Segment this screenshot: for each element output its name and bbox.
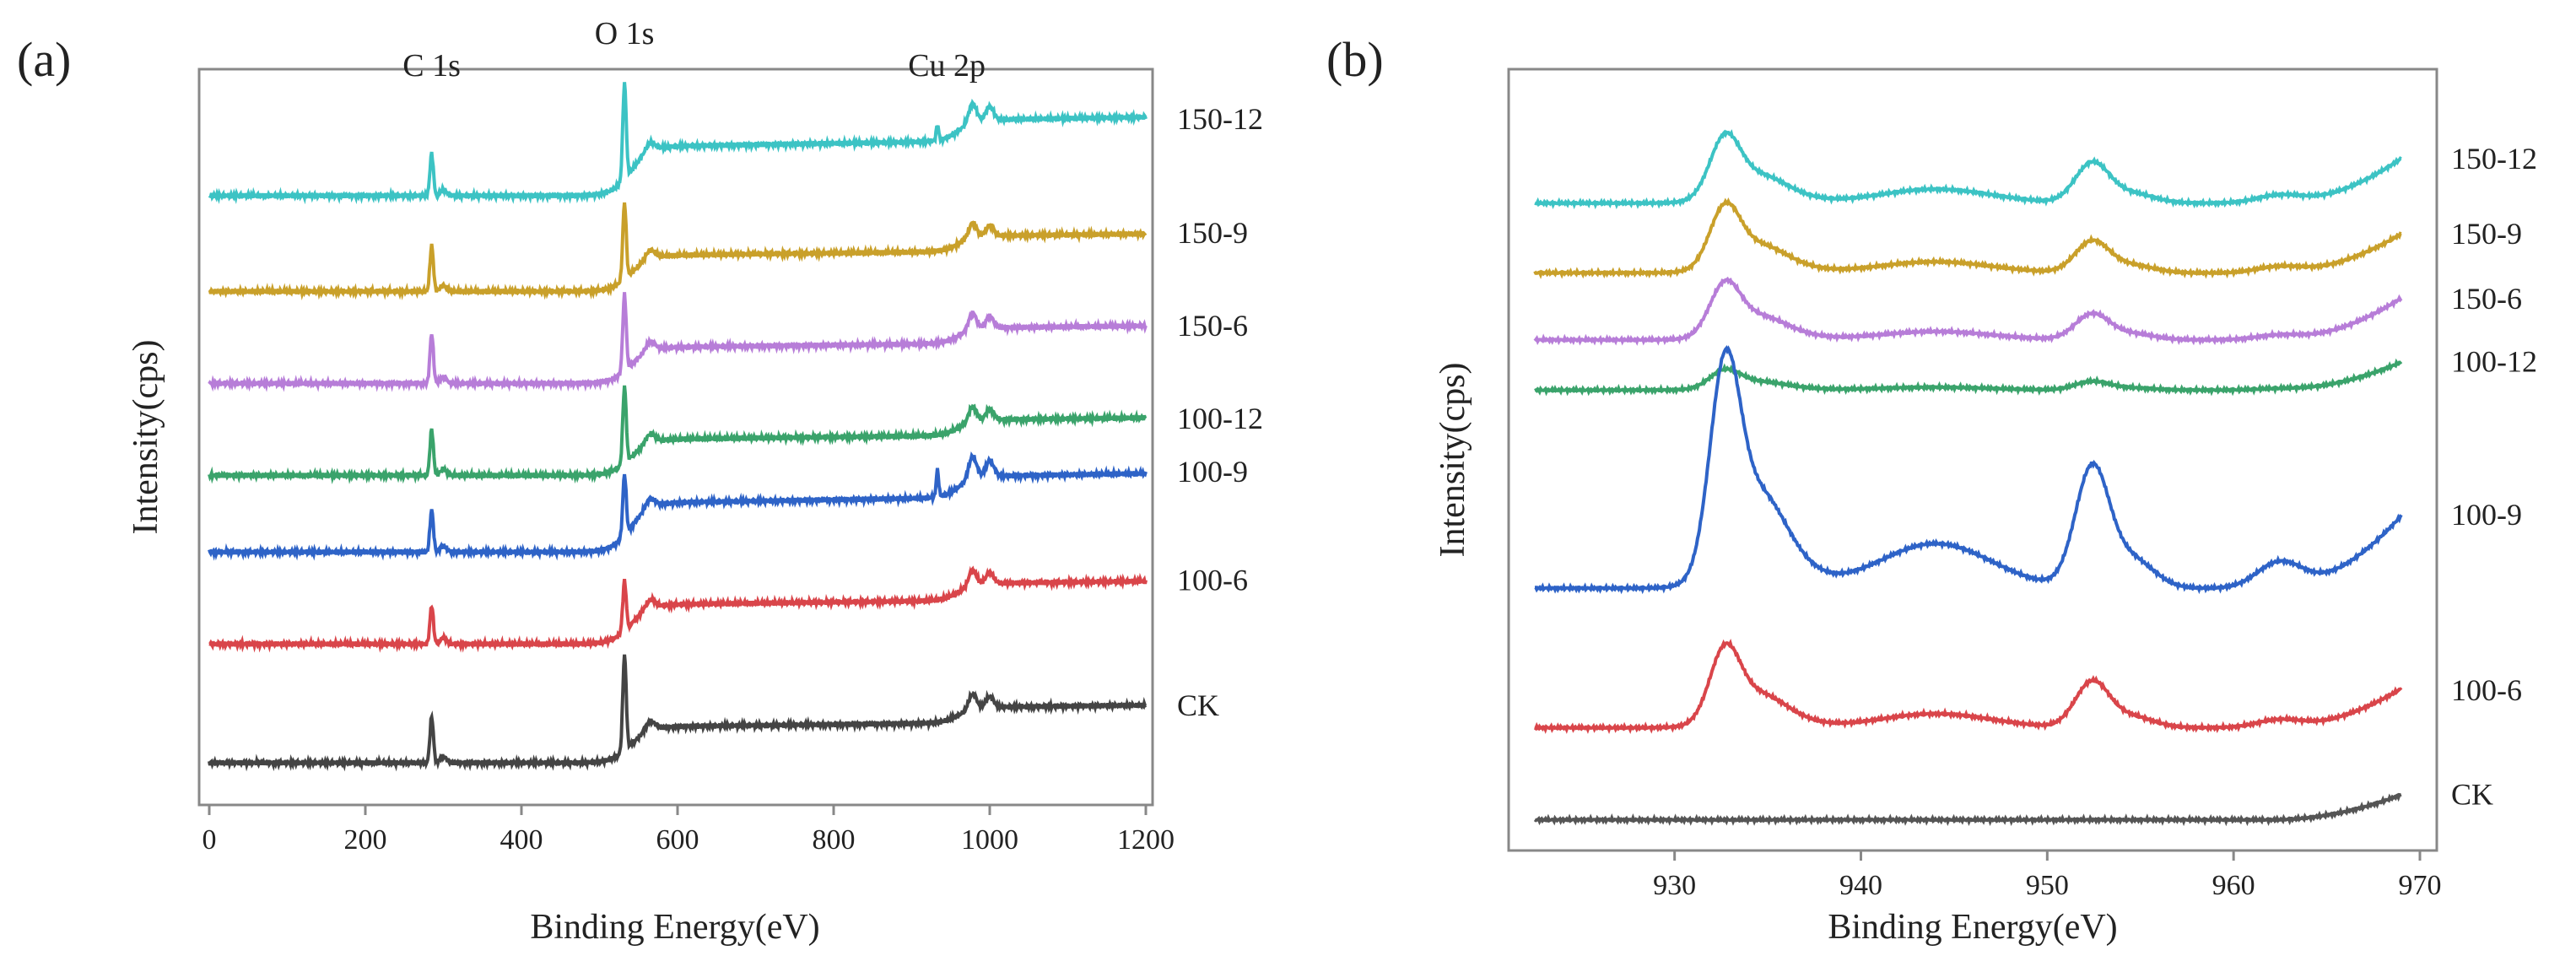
panel-a-series-label: CK	[1177, 688, 1219, 722]
panel-a-x-tick-label: 1200	[1117, 824, 1175, 856]
panel-a-series-line	[208, 654, 1148, 772]
panel-b-plot-area	[1507, 68, 2438, 852]
panel-a-x-tick-label: 1000	[961, 824, 1018, 856]
panel-a-series-line	[208, 82, 1148, 205]
panel-a-plot-area	[197, 68, 1154, 807]
panel-b-series-line	[1533, 639, 2403, 734]
panel-a-series-line	[208, 565, 1148, 653]
panel-a-x-axis-title: Binding Energy(eV)	[530, 908, 819, 947]
panel-b-series-line	[1533, 197, 2402, 279]
panel-a-series-label: 150-9	[1177, 216, 1248, 250]
panel-b-series-line	[1534, 358, 2403, 397]
panel-a-series-labels: 150-12 150-9 150-6 100-12 100-9 100-6 CK	[1177, 102, 1263, 722]
panel-a-series-label: 150-6	[1177, 309, 1248, 343]
panel-a-x-ticks: 0 200 400 600 800 1000 1200	[203, 805, 1175, 856]
panel-b-x-tick-label: 930	[1653, 870, 1696, 901]
panel-b-series-label: 100-9	[2451, 498, 2522, 532]
panel-b-series-labels: 150-12 150-9 150-6 100-12 100-9 100-6 CK	[2451, 142, 2537, 811]
panel-a-traces	[208, 82, 1148, 772]
panel-a-peak-annotation: O 1s	[595, 16, 655, 51]
panel-b-x-tick-label: 950	[2026, 870, 2069, 901]
panel-b-x-tick-label: 970	[2399, 870, 2442, 901]
panel-a-x-tick-label: 400	[500, 824, 543, 856]
panel-a-series-label: 100-12	[1177, 402, 1263, 435]
panel-b-x-tick-label: 940	[1839, 870, 1882, 901]
panel-a-x-tick-label: 600	[656, 824, 699, 856]
panel-b-series-label: 150-6	[2451, 282, 2522, 316]
panel-a-label: (a)	[17, 32, 71, 87]
panel-a-x-tick-label: 0	[203, 824, 217, 856]
panel-b-series-line	[1533, 276, 2403, 346]
panel-b-series-label: 150-12	[2451, 142, 2537, 176]
panel-a-series-line	[208, 451, 1148, 561]
panel-b-x-ticks: 930 940 950 960 970	[1653, 850, 2442, 901]
panel-a-peak-annotation: Cu 2p	[908, 48, 986, 84]
panel-a-annotations: C 1s O 1s Cu 2p	[402, 16, 986, 84]
panel-b-series-line	[1534, 344, 2403, 595]
panel-a-series-label: 100-9	[1177, 455, 1248, 489]
panel-a-series-line	[208, 385, 1148, 484]
panel-a-y-axis-title: Intensity(cps)	[127, 340, 165, 535]
panel-b-x-tick-label: 960	[2212, 870, 2255, 901]
panel-b-label: (b)	[1326, 32, 1384, 87]
panel-b-traces	[1533, 129, 2403, 827]
panel-b-series-label: 100-6	[2451, 673, 2522, 707]
panel-a-series-label: 100-6	[1177, 564, 1248, 597]
panel-b: (b) 930 940 950 960 970 150-12 150-9 150-6 100-…	[1326, 32, 2537, 947]
panel-b-series-label: 150-9	[2451, 217, 2522, 251]
panel-b-series-label: 100-12	[2451, 345, 2537, 379]
panel-b-series-line	[1533, 792, 2402, 827]
panel-b-y-axis-title: Intensity(cps)	[1434, 363, 1472, 558]
panel-a-series-line	[208, 292, 1148, 392]
panel-b-x-axis-title: Binding Energy(eV)	[1828, 908, 2117, 947]
panel-a-x-tick-label: 200	[344, 824, 387, 856]
panel-a-peak-annotation: C 1s	[402, 48, 461, 84]
panel-b-series-label: CK	[2451, 778, 2493, 812]
panel-a-series-line	[208, 202, 1148, 300]
panel-a-x-tick-label: 800	[813, 824, 856, 856]
panel-a-series-label: 150-12	[1177, 102, 1263, 136]
panel-b-series-line	[1534, 129, 2402, 210]
